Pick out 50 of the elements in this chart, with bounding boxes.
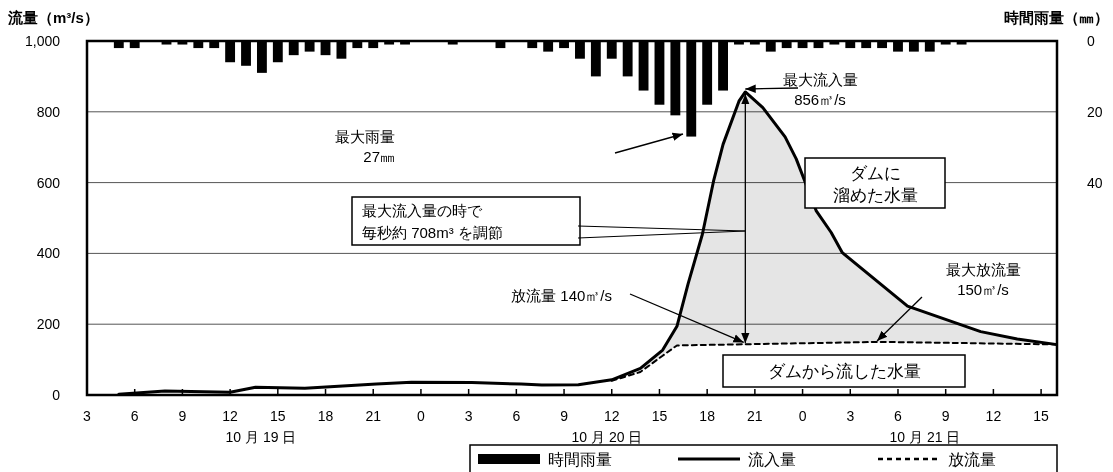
x-tick-label: 9 [941, 408, 950, 424]
x-tick-label: 18 [317, 408, 334, 424]
y2-tick-label: 20 [1087, 103, 1103, 120]
x-tick-label: 12 [222, 408, 239, 424]
y2-axis-title: 時間雨量（㎜） [1004, 9, 1109, 26]
annotation: 放流量 140㎥/s [511, 287, 612, 304]
x-tick-label: 3 [846, 408, 855, 424]
x-tick-label: 12 [985, 408, 1002, 424]
x-tick-label: 3 [464, 408, 473, 424]
x-tick-label: 9 [560, 408, 569, 424]
annotation: 最大流入量の時で [362, 202, 483, 219]
x-tick-label: 9 [178, 408, 187, 424]
y2-tick-label: 40 [1087, 174, 1103, 191]
annotation: 最大放流量 150㎥/s [945, 261, 1021, 299]
x-tick-label: 3 [83, 408, 92, 424]
annotation: 10 月 20 日 [571, 429, 643, 445]
legend-label: 放流量 [948, 451, 996, 468]
x-tick-label: 18 [699, 408, 716, 424]
x-tick-label: 21 [747, 408, 763, 424]
y-tick-label: 0 [52, 387, 61, 403]
x-tick-label: 12 [603, 408, 620, 424]
x-tick-label: 0 [798, 408, 807, 424]
x-tick-label: 15 [651, 408, 668, 424]
x-tick-label: 6 [894, 408, 903, 424]
legend-label: 時間雨量 [548, 451, 612, 468]
annotation: ダムから流した水量 [767, 362, 921, 381]
x-tick-label: 6 [512, 408, 521, 424]
x-tick-label: 6 [130, 408, 139, 424]
annotation: 毎秒約 708m³ を調節 [362, 224, 503, 241]
annotation: 放流量 140㎥/s [511, 287, 745, 344]
y-tick-label: 600 [36, 174, 61, 191]
y-tick-label: 200 [36, 316, 61, 333]
y-tick-label: 800 [36, 103, 61, 120]
y-tick-label: 400 [36, 245, 61, 262]
x-tick-label: 15 [270, 408, 286, 424]
annotation: 最大流入量 856㎥/s [782, 71, 858, 109]
y-tick-label: 1,000 [24, 33, 61, 49]
annotation: 最大雨量 27㎜ [335, 128, 395, 166]
y-axis-title: 流量（m³/s） [7, 9, 99, 26]
y2-tick-label: 0 [1087, 33, 1095, 49]
annotation: 10 月 19 日 [225, 429, 297, 445]
annotation: 最大流入量 856㎥/s [744, 71, 858, 109]
x-tick-label: 15 [1033, 408, 1050, 424]
x-tick-label: 21 [365, 408, 382, 424]
annotation: ダムから流した水量 [722, 354, 966, 388]
annotation: 溜めた水量 [832, 186, 918, 205]
annotation: 10 月 21 日 [889, 429, 961, 445]
x-tick-label: 0 [417, 408, 426, 424]
legend-label: 流入量 [748, 451, 796, 468]
annotation: ダムに [849, 164, 901, 183]
